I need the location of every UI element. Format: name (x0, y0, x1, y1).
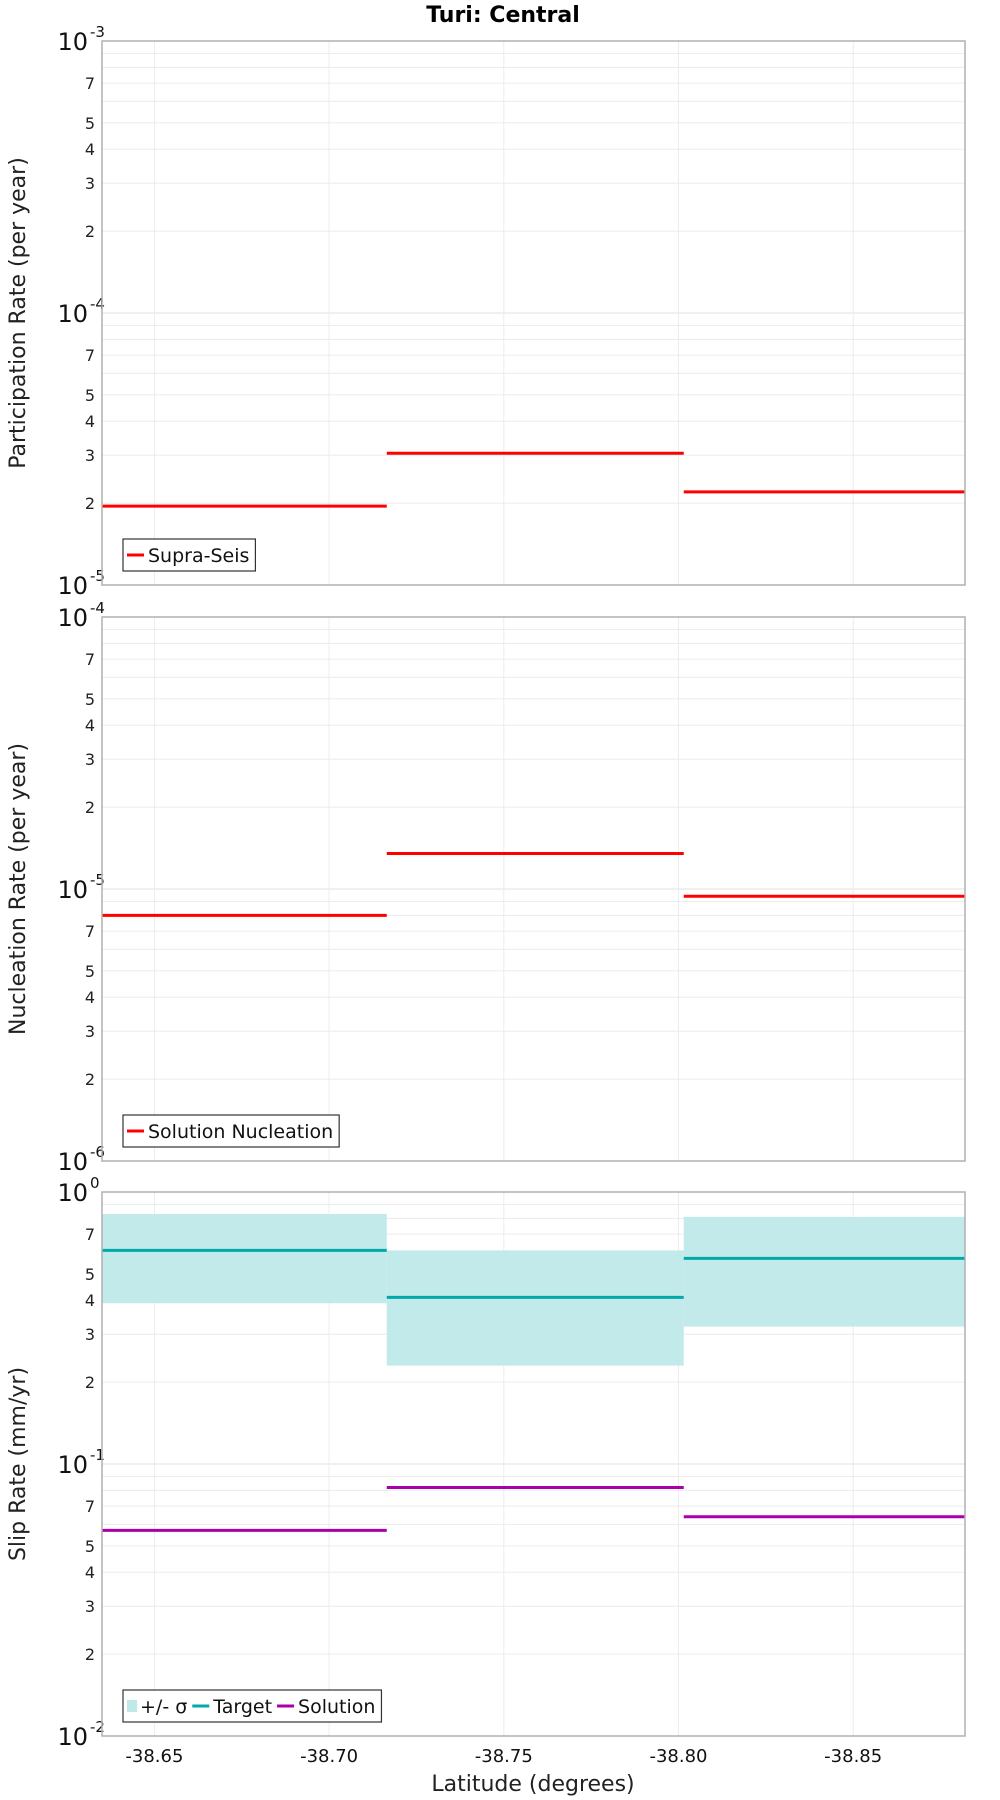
legend-box (122, 1689, 383, 1723)
x-tick-label: -38.75 (475, 1746, 533, 1767)
legend-swatch (127, 1700, 137, 1712)
y-tick-label: 5 (85, 114, 95, 133)
plot-frame (101, 40, 966, 586)
legend: +/- σ Target Solution (122, 1689, 383, 1723)
y-tick-label: 10 (57, 1179, 88, 1207)
y-tick-label: 4 (85, 1563, 95, 1582)
y-tick-exponent: -6 (90, 1143, 105, 1161)
y-tick-label: 10 (57, 1723, 88, 1751)
y-tick-label: 2 (85, 1645, 95, 1664)
y-tick-label: 5 (85, 1265, 95, 1284)
uncertainty-band (102, 1214, 387, 1304)
y-tick-label: 2 (85, 494, 95, 513)
y-tick-label: 7 (85, 1497, 95, 1516)
y-tick-label: 10 (57, 1451, 88, 1479)
legend-box (122, 538, 257, 572)
y-tick-label: 10 (57, 876, 88, 904)
y-tick-exponent: -4 (90, 599, 105, 617)
y-tick-label: 10 (57, 604, 88, 632)
y-tick-label: 5 (85, 690, 95, 709)
y-tick-label: 7 (85, 1225, 95, 1244)
uncertainty-band (386, 1250, 684, 1366)
y-tick-exponent: -3 (90, 23, 105, 41)
y-tick-exponent: -4 (90, 295, 105, 313)
y-tick-label: 3 (85, 1022, 95, 1041)
x-tick-label: -38.70 (300, 1746, 358, 1767)
y-tick-label: 10 (57, 1148, 88, 1176)
y-tick-label: 3 (85, 1597, 95, 1616)
y-tick-label: 10 (57, 572, 88, 600)
y-tick-label: 7 (85, 346, 95, 365)
y-tick-exponent: -2 (90, 1718, 105, 1736)
y-tick-label: 4 (85, 412, 95, 431)
y-tick-exponent: 0 (90, 1174, 100, 1192)
y-tick-label: 4 (85, 1291, 95, 1310)
y-tick-exponent: -5 (90, 871, 105, 889)
x-axis-label: Latitude (degrees) (431, 1772, 634, 1797)
legend-label: Solution (298, 1696, 375, 1718)
legend: Solution Nucleation (122, 1114, 340, 1148)
plot-frame (101, 1191, 966, 1737)
y-tick-label: 7 (85, 922, 95, 941)
y-axis-label: Participation Rate (per year) (6, 157, 31, 469)
y-tick-label: 3 (85, 750, 95, 769)
legend-label: Solution Nucleation (148, 1121, 333, 1143)
y-tick-label: 5 (85, 1537, 95, 1556)
y-tick-label: 7 (85, 74, 95, 93)
legend-label: +/- σ (140, 1696, 187, 1718)
x-tick-label: -38.65 (125, 1746, 183, 1767)
y-tick-exponent: -1 (90, 1446, 105, 1464)
y-tick-label: 2 (85, 1373, 95, 1392)
y-tick-label: 10 (57, 28, 88, 56)
y-tick-label: 2 (85, 1070, 95, 1089)
y-tick-label: 3 (85, 1325, 95, 1344)
y-tick-label: 10 (57, 300, 88, 328)
x-tick-label: -38.85 (824, 1746, 882, 1767)
y-tick-label: 5 (85, 386, 95, 405)
y-tick-label: 3 (85, 446, 95, 465)
y-tick-label: 2 (85, 798, 95, 817)
y-axis-label: Slip Rate (mm/yr) (6, 1367, 31, 1561)
legend-label: Supra-Seis (148, 545, 249, 567)
y-tick-label: 7 (85, 650, 95, 669)
legend-label: Target (212, 1696, 272, 1718)
y-axis-label: Nucleation Rate (per year) (6, 743, 31, 1035)
x-tick-label: -38.80 (649, 1746, 707, 1767)
legend: Supra-Seis (122, 538, 257, 572)
y-tick-label: 2 (85, 222, 95, 241)
y-tick-label: 4 (85, 140, 95, 159)
uncertainty-band (683, 1216, 965, 1327)
plot-frame (101, 616, 966, 1162)
y-tick-label: 4 (85, 988, 95, 1007)
y-tick-label: 4 (85, 716, 95, 735)
y-tick-label: 5 (85, 962, 95, 981)
y-tick-label: 3 (85, 174, 95, 193)
legend-box (122, 1114, 340, 1148)
y-tick-exponent: -5 (90, 567, 105, 585)
chart-title: Turi: Central (426, 3, 580, 28)
